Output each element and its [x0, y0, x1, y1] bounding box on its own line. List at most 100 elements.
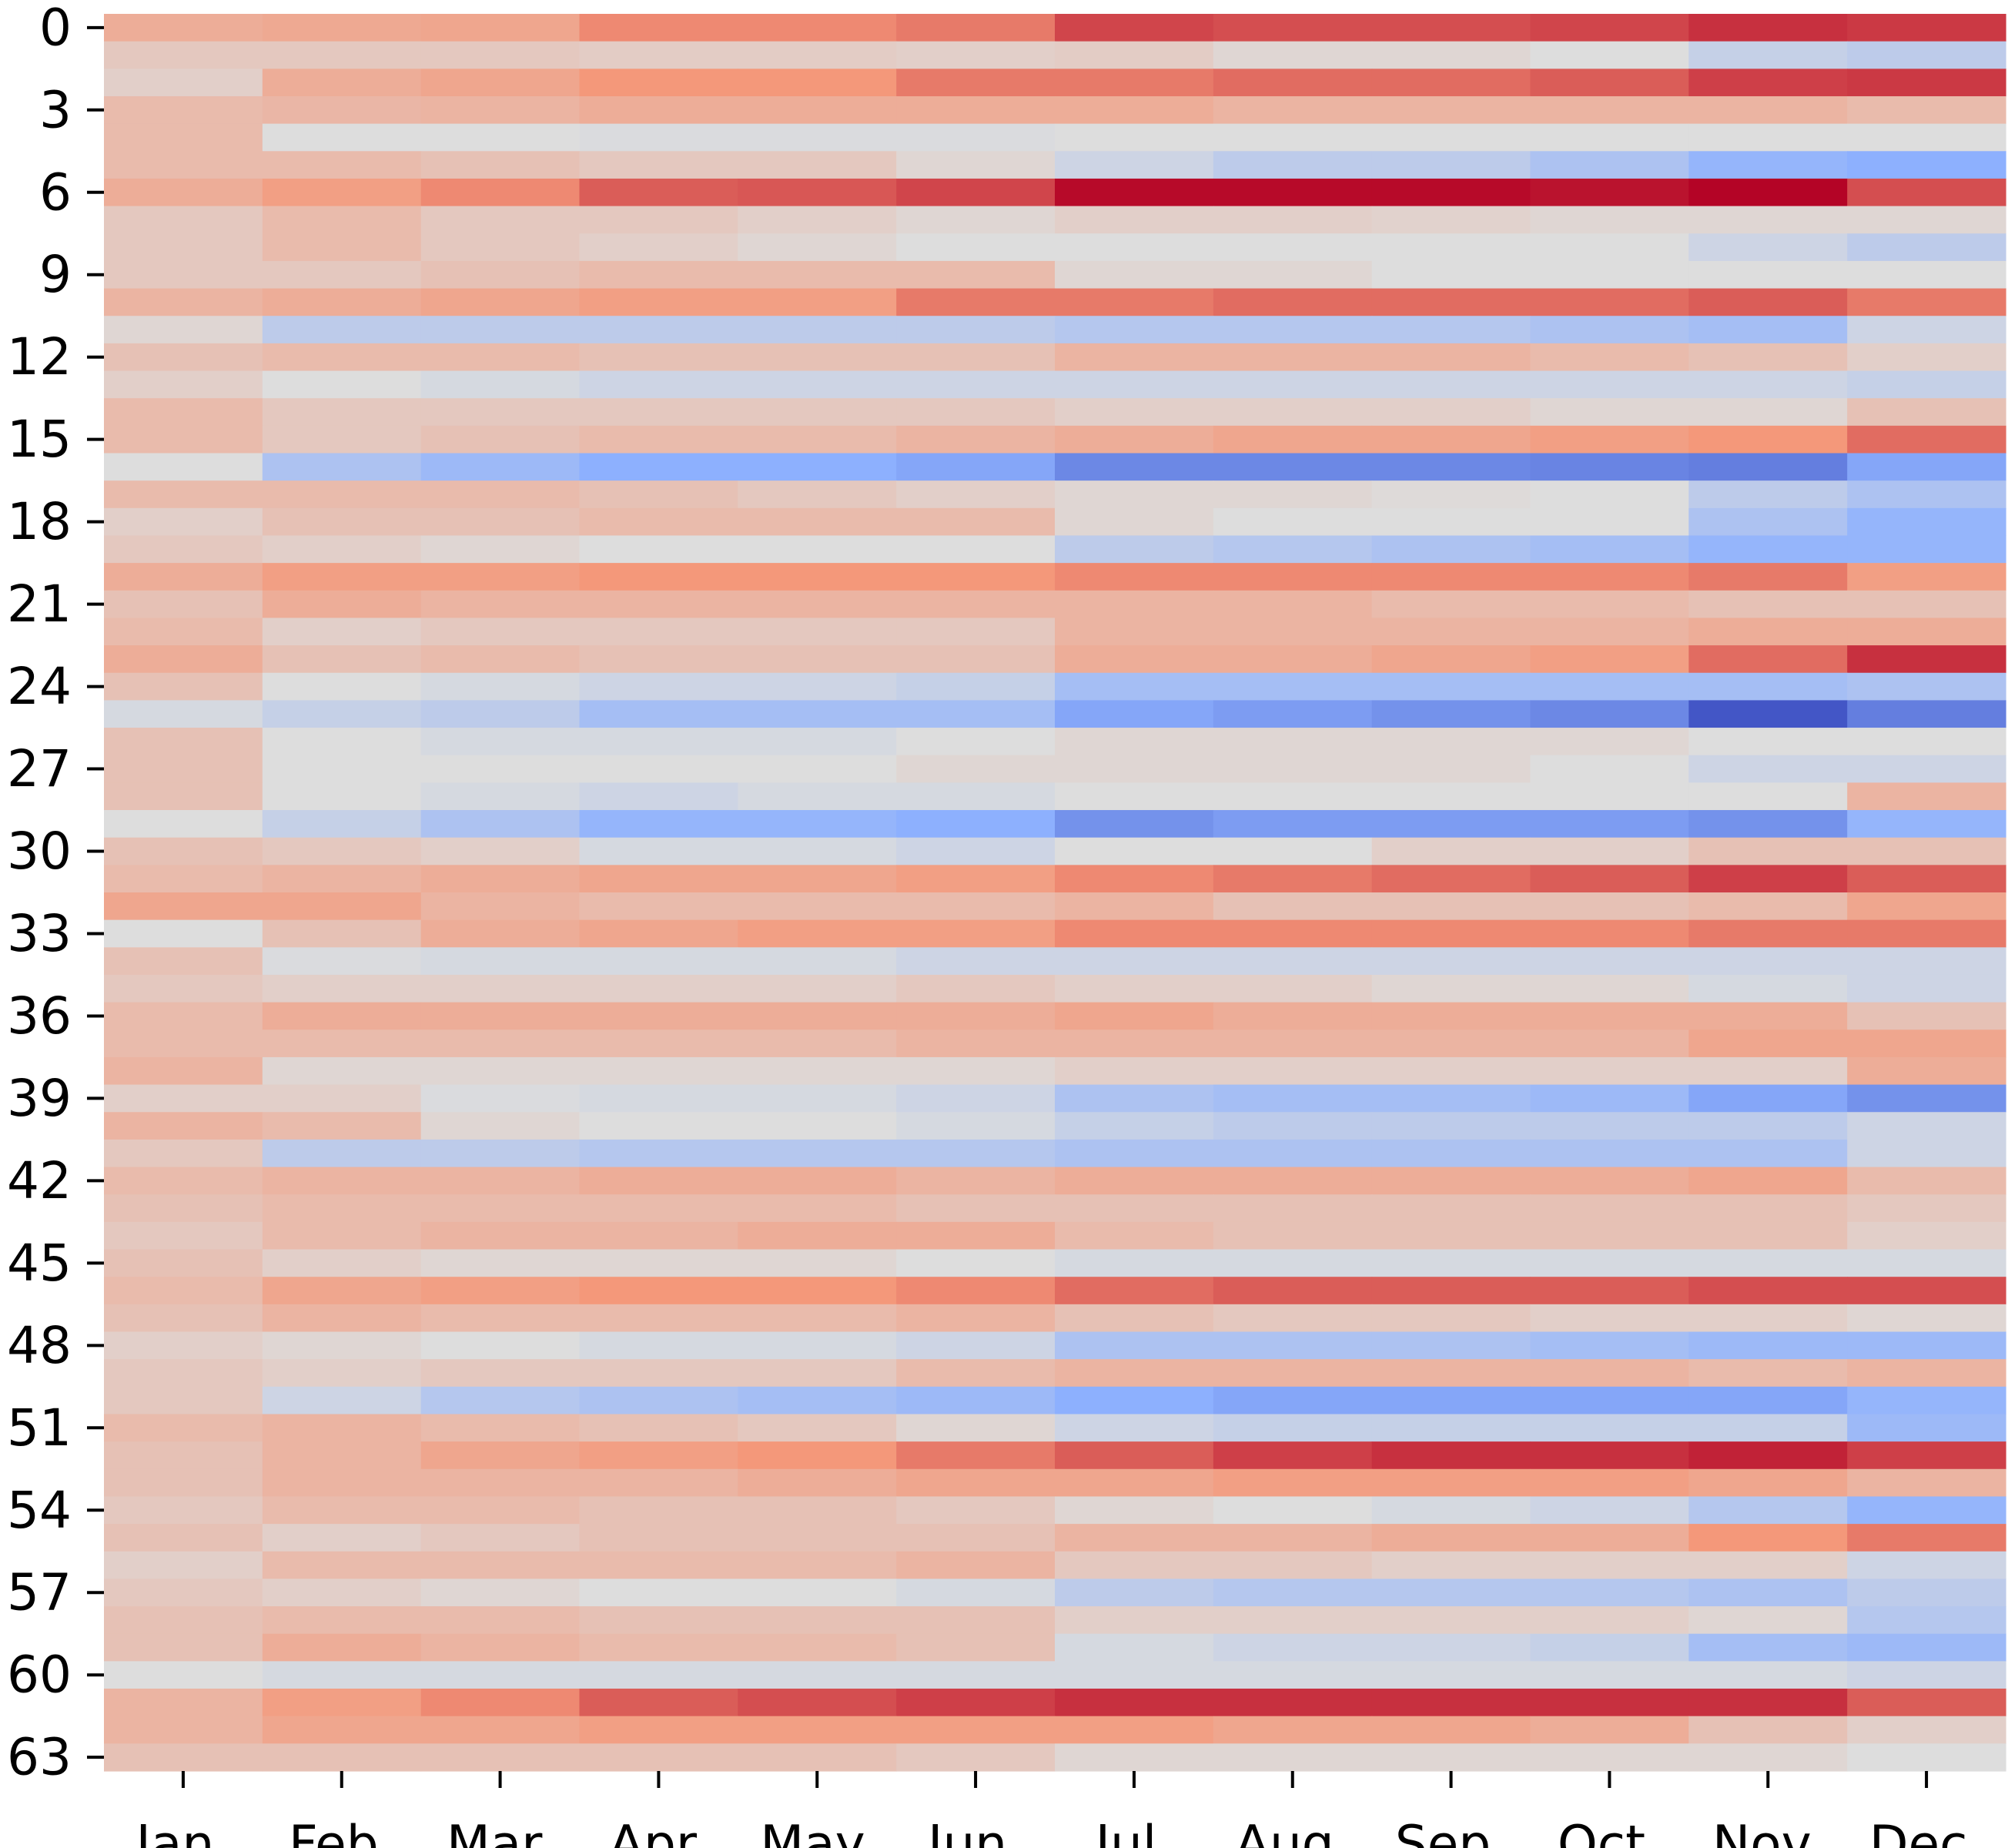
heatmap-cell-r56-c11	[1847, 1551, 2006, 1580]
heatmap-cell-r4-c1	[262, 123, 422, 152]
heatmap-cell-r24-c9	[1530, 672, 1689, 701]
heatmap-cell-r37-c8	[1371, 1029, 1531, 1058]
heatmap-cell-r30-c2	[420, 837, 581, 865]
heatmap-cell-r53-c4	[738, 1468, 897, 1498]
heatmap-cell-r28-c5	[896, 782, 1056, 811]
heatmap-cell-r20-c6	[1055, 563, 1214, 591]
heatmap-cell-r9-c8	[1371, 260, 1531, 290]
heatmap-cell-r11-c4	[738, 316, 897, 344]
heatmap-cell-r54-c4	[738, 1496, 897, 1525]
heatmap-cell-r26-c10	[1688, 728, 1848, 756]
heatmap-cell-r35-c0	[104, 974, 263, 1003]
heatmap-cell-r42-c3	[579, 1167, 738, 1195]
heatmap-cell-r1-c3	[579, 41, 738, 69]
heatmap-cell-r48-c9	[1530, 1331, 1689, 1360]
heatmap-cell-r3-c3	[579, 95, 738, 125]
heatmap-cell-r40-c9	[1530, 1112, 1689, 1140]
heatmap-cell-r57-c3	[579, 1578, 738, 1607]
heatmap-cell-r4-c9	[1530, 123, 1689, 152]
heatmap-cell-r50-c8	[1371, 1386, 1531, 1415]
heatmap-cell-r25-c3	[579, 700, 738, 728]
heatmap-cell-r27-c10	[1688, 755, 1848, 783]
heatmap-cell-r8-c8	[1371, 233, 1531, 262]
heatmap-cell-r48-c10	[1688, 1331, 1848, 1360]
heatmap-cell-r23-c0	[104, 645, 263, 674]
heatmap-cell-r21-c0	[104, 590, 263, 619]
heatmap-cell-r30-c11	[1847, 837, 2006, 865]
heatmap-cell-r44-c8	[1371, 1221, 1531, 1250]
heatmap-cell-r51-c11	[1847, 1414, 2006, 1442]
heatmap-cell-r6-c0	[104, 178, 263, 207]
heatmap-cell-r26-c0	[104, 728, 263, 756]
heatmap-cell-r38-c0	[104, 1056, 263, 1086]
heatmap-cell-r19-c11	[1847, 535, 2006, 564]
heatmap-cell-r24-c3	[579, 672, 738, 701]
heatmap-cell-r25-c4	[738, 700, 897, 728]
heatmap-cell-r37-c1	[262, 1029, 422, 1058]
heatmap-cell-r7-c8	[1371, 206, 1531, 234]
heatmap-cell-r8-c6	[1055, 233, 1214, 262]
heatmap-cell-r6-c7	[1213, 178, 1373, 207]
heatmap-cell-r44-c7	[1213, 1221, 1373, 1250]
heatmap-cell-r52-c1	[262, 1441, 422, 1470]
heatmap-cell-r5-c8	[1371, 151, 1531, 179]
heatmap-cell-r57-c5	[896, 1578, 1056, 1607]
heatmap-cell-r63-c4	[738, 1743, 897, 1772]
heatmap-cell-r18-c7	[1213, 507, 1373, 537]
heatmap-cell-r3-c6	[1055, 95, 1214, 125]
heatmap-cell-r40-c6	[1055, 1112, 1214, 1140]
heatmap-cell-r21-c2	[420, 590, 581, 619]
heatmap-cell-r2-c11	[1847, 69, 2006, 97]
heatmap-cell-r24-c11	[1847, 672, 2006, 701]
heatmap-cell-r13-c3	[579, 370, 738, 399]
heatmap-cell-r40-c1	[262, 1112, 422, 1140]
y-tick-label: 27	[7, 739, 72, 798]
heatmap-cell-r38-c1	[262, 1056, 422, 1086]
heatmap-cell-r10-c9	[1530, 288, 1689, 316]
heatmap-cell-r10-c1	[262, 288, 422, 316]
heatmap-cell-r16-c8	[1371, 453, 1531, 481]
heatmap-cell-r31-c4	[738, 865, 897, 893]
heatmap-cell-r10-c0	[104, 288, 263, 316]
heatmap-cell-r15-c3	[579, 425, 738, 454]
heatmap-cell-r0-c6	[1055, 14, 1214, 42]
heatmap-cell-r4-c11	[1847, 123, 2006, 152]
heatmap-cell-r7-c5	[896, 206, 1056, 234]
heatmap-cell-r41-c9	[1530, 1139, 1689, 1168]
heatmap-cell-r46-c10	[1688, 1277, 1848, 1305]
heatmap-cell-r49-c7	[1213, 1359, 1373, 1388]
heatmap-cell-r40-c4	[738, 1112, 897, 1140]
heatmap-cell-r18-c9	[1530, 507, 1689, 537]
heatmap-cell-r29-c9	[1530, 810, 1689, 839]
y-tick-label: 51	[7, 1398, 72, 1458]
heatmap-cell-r41-c11	[1847, 1139, 2006, 1168]
heatmap-cell-r5-c4	[738, 151, 897, 179]
heatmap-cell-r23-c11	[1847, 645, 2006, 674]
heatmap-cell-r39-c9	[1530, 1084, 1689, 1113]
heatmap-cell-r19-c1	[262, 535, 422, 564]
heatmap-cell-r12-c2	[420, 343, 581, 372]
heatmap-cell-r59-c5	[896, 1633, 1056, 1662]
heatmap-cell-r1-c8	[1371, 41, 1531, 69]
heatmap-cell-r54-c5	[896, 1496, 1056, 1525]
heatmap-cell-r44-c0	[104, 1221, 263, 1250]
heatmap-cell-r2-c2	[420, 69, 581, 97]
heatmap-cell-r31-c6	[1055, 865, 1214, 893]
heatmap-cell-r43-c0	[104, 1194, 263, 1223]
y-tick-label: 30	[7, 822, 72, 881]
heatmap-cell-r15-c11	[1847, 425, 2006, 454]
heatmap-cell-r23-c7	[1213, 645, 1373, 674]
heatmap-cell-r58-c2	[420, 1606, 581, 1635]
heatmap-cell-r34-c4	[738, 947, 897, 976]
heatmap-cell-r61-c11	[1847, 1689, 2006, 1717]
heatmap-cell-r7-c3	[579, 206, 738, 234]
heatmap-cell-r0-c7	[1213, 14, 1373, 42]
heatmap-cell-r30-c8	[1371, 837, 1531, 865]
heatmap-cell-r50-c6	[1055, 1386, 1214, 1415]
heatmap-cell-r19-c9	[1530, 535, 1689, 564]
y-tick-label: 0	[39, 0, 72, 57]
heatmap-cell-r13-c11	[1847, 370, 2006, 399]
heatmap-cell-r49-c9	[1530, 1359, 1689, 1388]
heatmap-cell-r43-c7	[1213, 1194, 1373, 1223]
heatmap-cell-r0-c9	[1530, 14, 1689, 42]
